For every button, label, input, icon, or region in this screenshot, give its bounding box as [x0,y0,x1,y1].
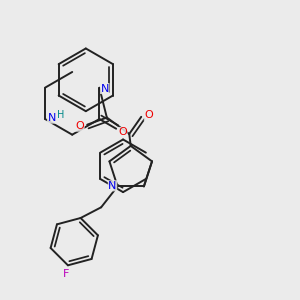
Text: N: N [108,181,117,191]
Text: O: O [144,110,153,120]
Text: N: N [47,113,56,123]
Text: O: O [118,128,127,137]
Text: O: O [75,121,84,131]
Text: N: N [100,84,109,94]
Text: F: F [62,269,69,279]
Text: H: H [57,110,64,120]
